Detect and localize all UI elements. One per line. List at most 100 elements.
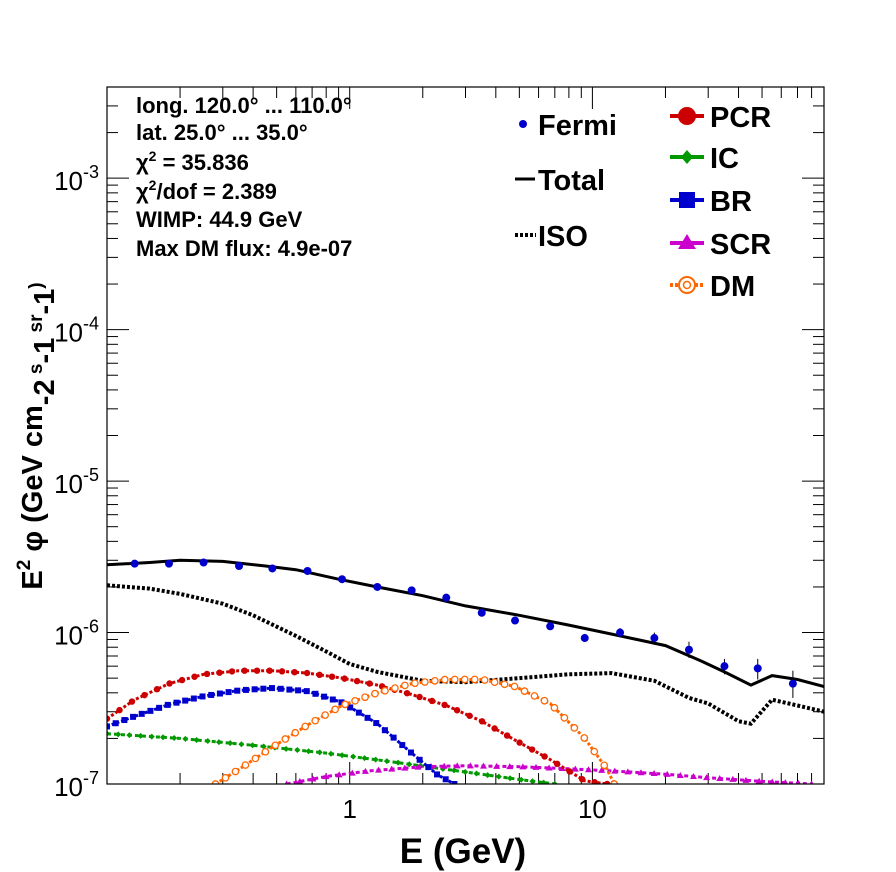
scr-point — [296, 778, 304, 784]
y-tick-label: 10-3 — [54, 162, 99, 196]
legend-entry-ic: IC — [670, 143, 739, 175]
legend-entry-pcr: PCR — [670, 102, 771, 134]
y-tick-label: 10-4 — [54, 314, 99, 348]
ic-point — [238, 741, 245, 748]
dm-point — [560, 713, 569, 722]
br-point — [156, 704, 163, 711]
dm-point — [221, 773, 230, 782]
pcr-point — [578, 775, 586, 783]
pcr-point — [316, 671, 323, 679]
legend-entry-iso: ISO — [515, 221, 588, 253]
legend-total-label: Total — [538, 165, 605, 197]
scr-point — [545, 764, 553, 771]
br-point — [312, 690, 319, 697]
dm-point — [570, 724, 579, 732]
pcr-point — [416, 693, 423, 701]
ic-point — [507, 775, 514, 782]
x-axis-label: E (GeV) — [400, 832, 526, 871]
ic-point — [107, 730, 110, 737]
ic-point — [249, 742, 256, 749]
dm-point — [550, 703, 559, 712]
ic-point — [126, 732, 133, 739]
dm-point — [391, 684, 399, 692]
ic-point — [193, 736, 200, 743]
fermi-point — [546, 622, 555, 631]
pcr-point — [478, 718, 486, 725]
ic-point — [283, 745, 290, 752]
scr-point — [796, 779, 801, 784]
br-point — [216, 690, 223, 697]
pcr-point — [466, 712, 473, 719]
x-tick-label: 10 — [578, 794, 607, 824]
legend-fermi-marker — [519, 120, 527, 128]
fermi-point — [788, 679, 797, 688]
ic-point — [316, 749, 323, 756]
ic-point — [171, 735, 178, 742]
pcr-point — [516, 739, 523, 746]
pcr-point — [566, 768, 573, 775]
fermi-point — [511, 616, 520, 625]
br-point — [121, 717, 128, 724]
br-point — [329, 696, 336, 703]
fermi-point — [268, 564, 277, 573]
info-longitude: long. 120.0° ... 110.0° — [136, 93, 352, 118]
br-point — [373, 720, 380, 727]
ic-point — [495, 773, 502, 780]
legend-dm-marker — [678, 276, 696, 294]
br-point — [347, 704, 354, 711]
dm-point — [361, 693, 369, 702]
br-point — [390, 734, 397, 741]
scr-point — [401, 764, 409, 771]
dm-point — [420, 678, 429, 686]
pcr-point — [191, 673, 198, 680]
legend-entry-total: Total — [515, 165, 605, 197]
dm-line — [214, 678, 616, 784]
scr-point — [532, 763, 540, 770]
pcr-point — [278, 668, 286, 675]
scr-point — [676, 771, 684, 778]
br-point — [295, 687, 302, 694]
ic-point — [339, 752, 346, 759]
br-point — [147, 707, 154, 714]
legend-left: Fermi Total ISO — [515, 110, 617, 253]
series-layer — [107, 558, 824, 784]
br-point — [286, 686, 293, 693]
scr-point — [480, 762, 488, 769]
pcr-point — [603, 780, 611, 784]
scr-point — [768, 778, 776, 784]
pcr-point — [107, 715, 111, 722]
pcr-point — [178, 676, 186, 684]
dm-point — [480, 676, 489, 684]
ic-point — [260, 743, 267, 750]
br-point — [190, 695, 197, 702]
legend-right: PCR IC BR SCR DM — [670, 102, 771, 303]
pcr-point — [353, 677, 361, 685]
legend-entry-fermi: Fermi — [519, 110, 617, 142]
tick-labels: 1 10 10-7 10-6 10-5 10-4 10-3 — [54, 162, 607, 824]
ic-point — [361, 755, 368, 762]
scr-point — [809, 780, 814, 784]
fermi-point — [199, 558, 208, 567]
ic-point — [204, 738, 211, 745]
dm-point — [500, 680, 509, 689]
pcr-point — [203, 670, 211, 678]
ic-point — [137, 732, 144, 739]
ic-point — [350, 753, 357, 760]
pcr-point — [266, 667, 273, 674]
scr-point — [611, 767, 619, 774]
dm-point — [411, 679, 419, 688]
axis-ticks — [106, 86, 825, 785]
info-latitude: lat. 25.0° ... 35.0° — [136, 120, 308, 145]
y-axis-label: E2 φ (GeV cm-2 s-1 sr-1) — [14, 282, 61, 589]
br-point — [182, 697, 189, 704]
legend-dm-label: DM — [710, 271, 755, 303]
ic-point — [215, 739, 222, 746]
fermi-point — [477, 608, 486, 617]
br-point — [138, 710, 145, 717]
fermi-point — [164, 559, 173, 568]
scr-point — [742, 776, 750, 783]
ic-point — [462, 768, 469, 775]
ic-point — [182, 735, 189, 742]
plot-frame — [106, 86, 825, 785]
